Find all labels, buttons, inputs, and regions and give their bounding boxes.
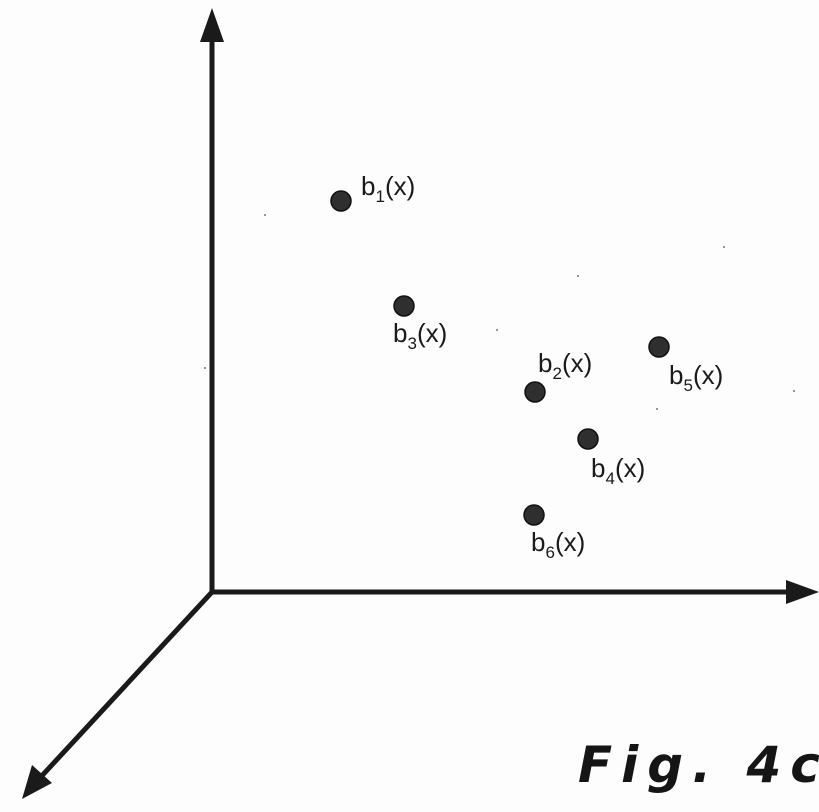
point-b4: b4(x) <box>577 428 645 488</box>
depth-axis-arrow <box>22 765 52 799</box>
vertical-axis-arrow <box>200 8 224 42</box>
point-marker <box>648 336 670 358</box>
point-marker <box>523 504 545 526</box>
point-b5: b5(x) <box>648 336 723 395</box>
point-label: b5(x) <box>669 360 723 395</box>
point-label: b2(x) <box>538 348 592 383</box>
point-marker <box>577 428 599 450</box>
horizontal-axis-arrow <box>786 580 819 604</box>
point-marker <box>393 295 415 317</box>
point-marker <box>524 381 546 403</box>
point-marker <box>330 190 352 212</box>
figure-caption: Fig. 4c <box>578 736 819 794</box>
point-b1: b1(x) <box>330 171 415 212</box>
axes <box>22 8 819 799</box>
scan-noise <box>204 214 795 410</box>
point-label: b1(x) <box>361 171 415 206</box>
point-label: b4(x) <box>591 453 645 488</box>
point-b6: b6(x) <box>523 504 585 562</box>
point-b3: b3(x) <box>393 295 447 353</box>
depth-axis <box>34 588 216 784</box>
point-label: b6(x) <box>531 527 585 562</box>
point-label: b3(x) <box>393 318 447 353</box>
point-b2: b2(x) <box>524 348 592 403</box>
